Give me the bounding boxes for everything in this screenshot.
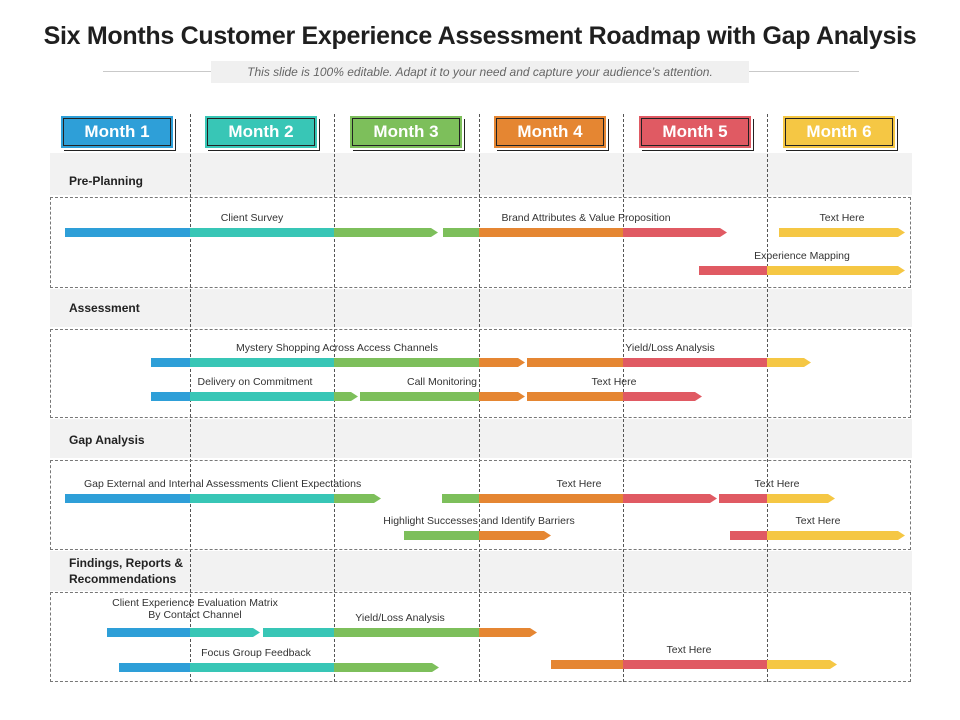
- section-label-findings-line2: Recommendations: [69, 572, 177, 586]
- month-header-4: Month 4: [494, 116, 606, 148]
- bar-findings-yield-m2: [263, 628, 335, 637]
- task-label-gap-text-here-2: Text Here: [754, 478, 800, 490]
- bar-gap-text2-m6: [767, 494, 835, 503]
- task-label-findings-yield-loss: Yield/Loss Analysis: [355, 612, 445, 624]
- task-label-gap-text-here-3: Text Here: [795, 515, 841, 527]
- bar-findings-yield-m3: [334, 628, 480, 637]
- section-label-pre-planning: Pre-Planning: [69, 174, 144, 188]
- task-label-client-survey: Client Survey: [220, 212, 284, 224]
- bar-yield-loss-m4: [527, 358, 624, 367]
- bar-preplanning-text-here-m6: [779, 228, 905, 237]
- task-label-findings-text-here: Text Here: [666, 644, 712, 656]
- page-title: Six Months Customer Experience Assessmen…: [43, 22, 917, 50]
- bar-gap-external-m3: [334, 494, 381, 503]
- bar-yield-loss-m5: [623, 358, 768, 367]
- bar-client-survey-m2: [190, 228, 335, 237]
- bar-highlight-m3: [404, 531, 480, 540]
- bar-gap-text1-m4: [479, 494, 624, 503]
- bar-experience-mapping-m5: [699, 266, 768, 275]
- bar-evaluation-matrix-m1: [107, 628, 191, 637]
- bar-mystery-shopping-m1: [151, 358, 191, 367]
- bar-delivery-m2: [190, 392, 335, 401]
- bar-gap-text3-m5: [730, 531, 768, 540]
- month-header-5: Month 5: [639, 116, 751, 148]
- bar-highlight-m4: [479, 531, 551, 540]
- bar-brand-attributes-m5: [623, 228, 727, 237]
- subtitle-rule-right: [749, 71, 859, 72]
- bar-focus-group-m2: [190, 663, 335, 672]
- task-label-evaluation-matrix-line1: Client Experience Evaluation Matrix: [112, 597, 278, 609]
- bar-focus-group-m3: [334, 663, 439, 672]
- month-header-3: Month 3: [350, 116, 462, 148]
- task-label-preplanning-text-here: Text Here: [819, 212, 865, 224]
- task-label-evaluation-matrix-line2: By Contact Channel: [148, 609, 242, 621]
- bar-client-survey-m1: [65, 228, 191, 237]
- bar-mystery-shopping-m2: [190, 358, 335, 367]
- month-header-1: Month 1: [61, 116, 173, 148]
- task-label-experience-mapping: Experience Mapping: [754, 250, 850, 262]
- bar-gap-text2-m5: [719, 494, 768, 503]
- bar-gap-text1-m5: [623, 494, 717, 503]
- bar-findings-text-m5: [623, 660, 768, 669]
- task-label-mystery-shopping: Mystery Shopping Across Access Channels: [236, 342, 438, 354]
- bar-gap-text3-m6: [767, 531, 905, 540]
- month-header-6: Month 6: [783, 116, 895, 148]
- section-label-findings: Findings, Reports & Recommendations: [69, 555, 183, 587]
- section-box-gap-analysis: [50, 460, 911, 550]
- task-label-brand-attributes: Brand Attributes & Value Proposition: [501, 212, 671, 224]
- month-header-2: Month 2: [205, 116, 317, 148]
- bar-delivery-m1: [151, 392, 191, 401]
- section-band-pre-planning: [50, 153, 912, 195]
- section-box-assessment: [50, 329, 911, 418]
- bar-assessment-text-m5: [623, 392, 702, 401]
- bar-call-monitoring-m3: [360, 392, 480, 401]
- bar-brand-attributes-m3: [443, 228, 480, 237]
- section-band-assessment: [50, 289, 912, 327]
- subtitle-banner: This slide is 100% editable. Adapt it to…: [211, 61, 749, 83]
- bar-client-survey-m3: [334, 228, 438, 237]
- section-band-gap-analysis: [50, 419, 912, 458]
- task-label-assessment-text-here: Text Here: [591, 376, 637, 388]
- task-label-highlight-successes: Highlight Successes and Identify Barrier…: [383, 515, 575, 527]
- section-box-findings: [50, 592, 911, 682]
- task-label-delivery-on-commitment: Delivery on Commitment: [197, 376, 313, 388]
- bar-mystery-shopping-m4: [479, 358, 525, 367]
- section-band-findings: [50, 551, 912, 591]
- bar-assessment-text-m4: [527, 392, 624, 401]
- bar-gap-text1-m3: [442, 494, 480, 503]
- bar-findings-text-m6: [767, 660, 837, 669]
- section-label-findings-line1: Findings, Reports &: [69, 556, 183, 570]
- task-label-gap-external: Gap External and Internal Assessments Cl…: [84, 478, 362, 490]
- section-label-gap-analysis: Gap Analysis: [69, 433, 145, 447]
- task-label-yield-loss: Yield/Loss Analysis: [625, 342, 715, 354]
- bar-focus-group-m1: [119, 663, 191, 672]
- bar-gap-external-m1: [65, 494, 191, 503]
- task-label-gap-text-here-1: Text Here: [556, 478, 602, 490]
- task-label-evaluation-matrix: Client Experience Evaluation Matrix By C…: [112, 597, 278, 621]
- task-label-call-monitoring: Call Monitoring: [406, 376, 478, 388]
- bar-gap-external-m2: [190, 494, 335, 503]
- bar-mystery-shopping-m3: [334, 358, 480, 367]
- bar-call-monitoring-m4: [479, 392, 525, 401]
- subtitle-rule-left: [103, 71, 211, 72]
- bar-findings-text-m4: [551, 660, 624, 669]
- bar-delivery-m3: [334, 392, 358, 401]
- bar-yield-loss-m6: [767, 358, 811, 367]
- bar-experience-mapping-m6: [767, 266, 905, 275]
- bar-evaluation-matrix-m2: [190, 628, 260, 637]
- section-box-pre-planning: [50, 197, 911, 288]
- task-label-focus-group: Focus Group Feedback: [201, 647, 311, 659]
- section-label-assessment: Assessment: [69, 301, 140, 315]
- month-divider-5: [767, 114, 768, 682]
- bar-brand-attributes-m4: [479, 228, 624, 237]
- bar-findings-yield-m4: [479, 628, 537, 637]
